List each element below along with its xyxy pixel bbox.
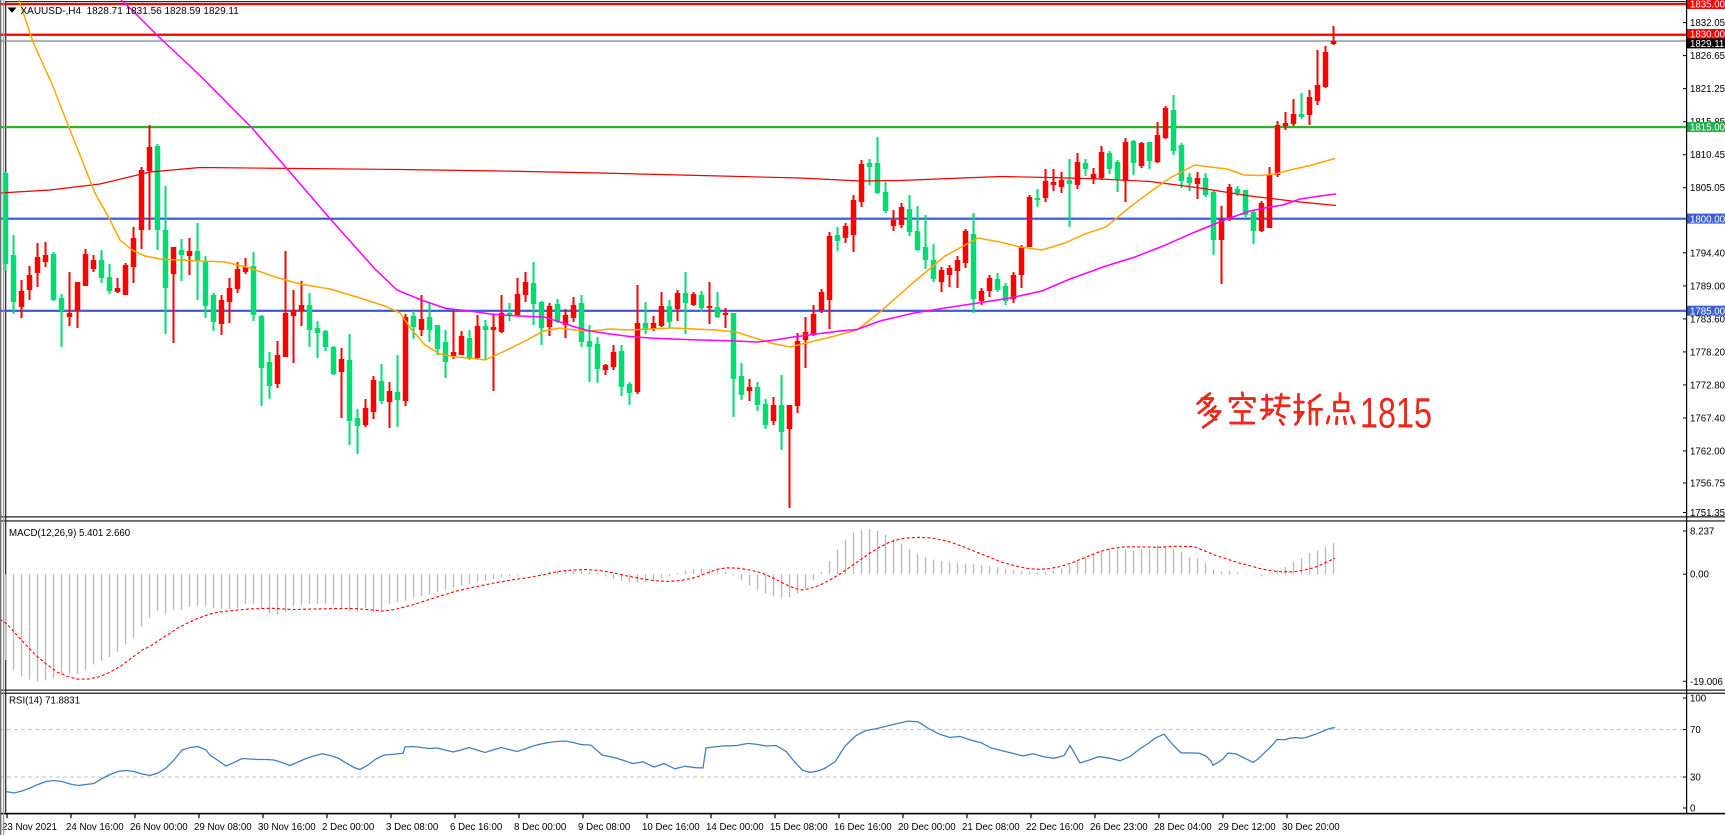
svg-text:15 Dec 08:00: 15 Dec 08:00 — [770, 822, 828, 833]
svg-text:1778.20: 1778.20 — [1690, 347, 1725, 358]
svg-text:1821.25: 1821.25 — [1690, 84, 1725, 95]
svg-text:1751.35: 1751.35 — [1690, 508, 1725, 519]
svg-text:8.237: 8.237 — [1690, 527, 1714, 538]
svg-text:1810.45: 1810.45 — [1690, 150, 1725, 161]
svg-text:1815: 1815 — [1360, 390, 1432, 438]
svg-text:8 Dec 00:00: 8 Dec 00:00 — [514, 822, 567, 833]
svg-text:26 Nov 00:00: 26 Nov 00:00 — [130, 822, 188, 833]
svg-text:1830.00: 1830.00 — [1690, 30, 1725, 41]
svg-text:1756.75: 1756.75 — [1690, 479, 1725, 490]
svg-text:24 Nov 16:00: 24 Nov 16:00 — [66, 822, 124, 833]
svg-text:1767.40: 1767.40 — [1690, 413, 1725, 424]
svg-text:9 Dec 08:00: 9 Dec 08:00 — [578, 822, 631, 833]
svg-text:-19.006: -19.006 — [1690, 677, 1723, 688]
svg-text:30 Dec 20:00: 30 Dec 20:00 — [1282, 822, 1340, 833]
svg-text:0.00: 0.00 — [1690, 570, 1709, 581]
svg-text:3 Dec 08:00: 3 Dec 08:00 — [386, 822, 439, 833]
svg-text:26 Dec 23:00: 26 Dec 23:00 — [1090, 822, 1148, 833]
svg-text:20 Dec 00:00: 20 Dec 00:00 — [898, 822, 956, 833]
svg-text:1826.65: 1826.65 — [1690, 51, 1725, 62]
svg-text:100: 100 — [1690, 694, 1707, 705]
svg-text:10 Dec 16:00: 10 Dec 16:00 — [642, 822, 700, 833]
svg-text:28 Dec 04:00: 28 Dec 04:00 — [1154, 822, 1212, 833]
svg-text:1762.00: 1762.00 — [1690, 446, 1725, 457]
svg-text:23 Nov 2021: 23 Nov 2021 — [2, 822, 57, 833]
svg-text:6 Dec 16:00: 6 Dec 16:00 — [450, 822, 503, 833]
svg-text:XAUUSD-,H4 1828.71 1831.56 18: XAUUSD-,H4 1828.71 1831.56 1828.59 1829.… — [21, 6, 240, 17]
svg-text:16 Dec 16:00: 16 Dec 16:00 — [834, 822, 892, 833]
svg-text:1785.00: 1785.00 — [1690, 306, 1725, 317]
svg-text:14 Dec 00:00: 14 Dec 00:00 — [706, 822, 764, 833]
svg-text:2 Dec 00:00: 2 Dec 00:00 — [322, 822, 375, 833]
svg-text:1815.00: 1815.00 — [1690, 123, 1725, 134]
svg-text:22 Dec 16:00: 22 Dec 16:00 — [1026, 822, 1084, 833]
svg-text:1772.80: 1772.80 — [1690, 380, 1725, 391]
svg-text:1783.60: 1783.60 — [1690, 314, 1725, 325]
svg-text:30: 30 — [1690, 773, 1701, 784]
svg-text:29 Dec 12:00: 29 Dec 12:00 — [1218, 822, 1276, 833]
svg-text:1829.11: 1829.11 — [1690, 39, 1724, 50]
svg-text:1835.00: 1835.00 — [1690, 0, 1725, 11]
svg-text:21 Dec 08:00: 21 Dec 08:00 — [962, 822, 1020, 833]
svg-text:1800.00: 1800.00 — [1690, 214, 1725, 225]
svg-text:1794.40: 1794.40 — [1690, 248, 1725, 259]
svg-text:29 Nov 08:00: 29 Nov 08:00 — [194, 822, 252, 833]
svg-text:30 Nov 16:00: 30 Nov 16:00 — [258, 822, 316, 833]
svg-text:0: 0 — [1690, 804, 1696, 815]
svg-text:70: 70 — [1690, 725, 1701, 736]
svg-text:RSI(14) 71.8831: RSI(14) 71.8831 — [9, 696, 80, 707]
svg-text:1789.00: 1789.00 — [1690, 281, 1725, 292]
svg-text:1832.05: 1832.05 — [1690, 18, 1725, 29]
svg-text:MACD(12,26,9) 5.401 2.660: MACD(12,26,9) 5.401 2.660 — [9, 528, 131, 539]
svg-text:1805.05: 1805.05 — [1690, 183, 1725, 194]
